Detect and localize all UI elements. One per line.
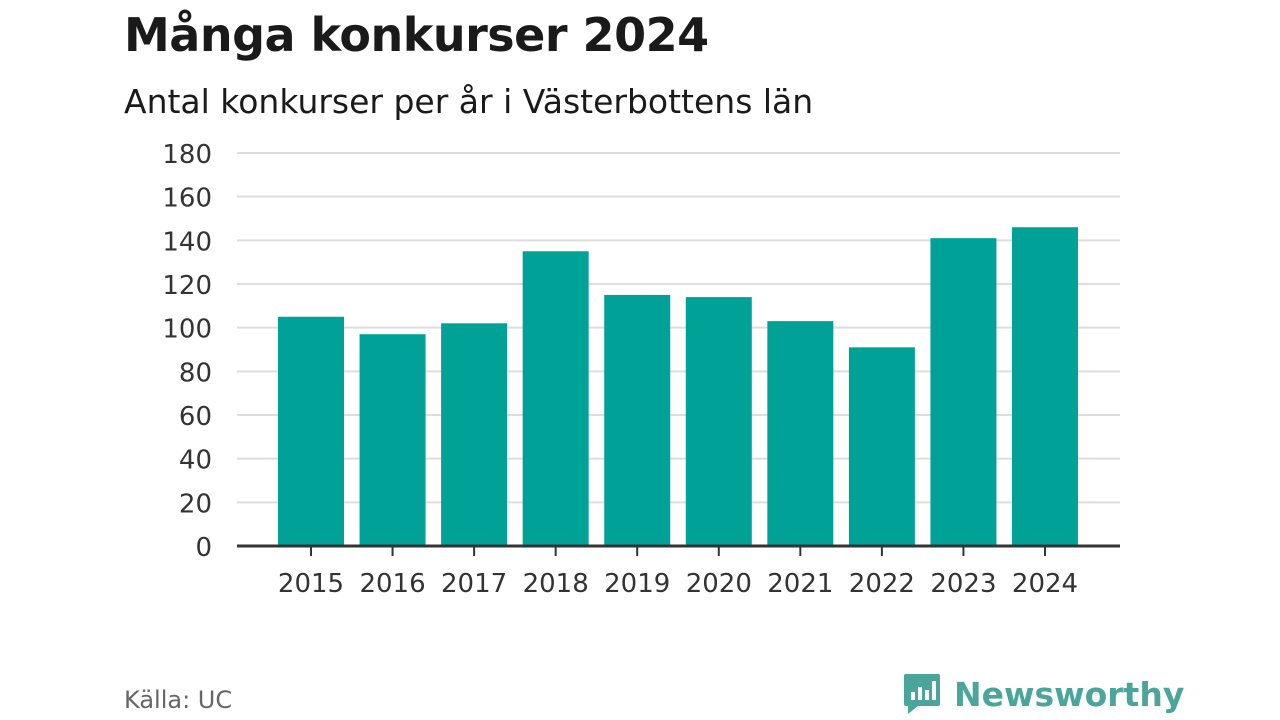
bar xyxy=(441,323,508,546)
bar xyxy=(278,316,344,546)
x-tick-label: 2023 xyxy=(930,569,996,599)
brand-logo: Newsworthy xyxy=(902,672,1184,716)
bar xyxy=(767,321,834,546)
bar xyxy=(604,294,671,546)
x-tick-label: 2015 xyxy=(278,569,344,599)
y-tick-label: 40 xyxy=(179,446,212,476)
chart-subtitle: Antal konkurser per år i Västerbottens l… xyxy=(124,82,814,121)
y-tick-label: 180 xyxy=(162,140,212,170)
y-tick-label: 120 xyxy=(162,271,212,301)
x-tick-label: 2021 xyxy=(767,569,833,599)
x-tick-label: 2017 xyxy=(441,569,507,599)
bar xyxy=(522,251,589,546)
x-tick-label: 2018 xyxy=(523,569,589,599)
y-tick-label: 160 xyxy=(162,184,212,214)
source-note: Källa: UC xyxy=(124,686,233,714)
bar xyxy=(848,347,915,546)
chart-title: Många konkurser 2024 xyxy=(124,8,709,62)
x-tick-label: 2019 xyxy=(604,569,670,599)
x-tick-label: 2024 xyxy=(1012,569,1078,599)
y-tick-label: 20 xyxy=(179,489,212,519)
bar xyxy=(1012,227,1078,546)
y-tick-label: 80 xyxy=(179,358,212,388)
bar xyxy=(685,297,752,546)
y-tick-label: 60 xyxy=(179,402,212,432)
newsworthy-logo-icon xyxy=(904,674,940,714)
x-tick-label: 2022 xyxy=(849,569,915,599)
x-tick-label: 2020 xyxy=(686,569,752,599)
y-tick-label: 0 xyxy=(195,533,212,563)
x-tick-label: 2016 xyxy=(359,569,425,599)
bar xyxy=(930,238,997,546)
bar xyxy=(359,334,426,546)
y-tick-label: 100 xyxy=(162,315,212,345)
brand-name: Newsworthy xyxy=(954,674,1185,714)
y-tick-label: 140 xyxy=(162,227,212,257)
